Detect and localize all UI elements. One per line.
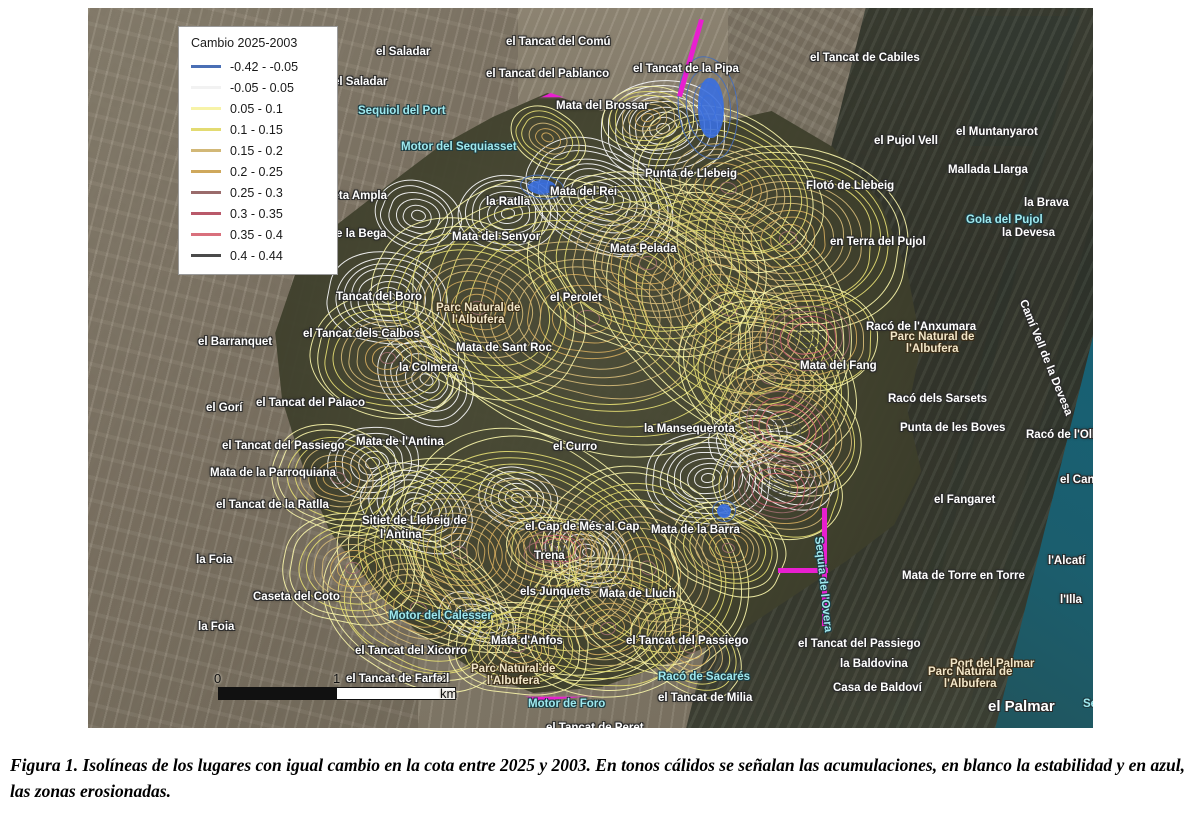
legend-swatch: [191, 254, 221, 257]
legend-swatch: [191, 65, 221, 68]
legend-label: 0.25 - 0.3: [230, 185, 283, 200]
legend-swatch: [191, 107, 221, 110]
map-figure[interactable]: el Tancat del Comú el Saladar el Tancat de…: [88, 8, 1093, 728]
legend-label: -0.42 - -0.05: [230, 59, 299, 74]
legend-title: Cambio 2025-2003: [191, 36, 298, 50]
legend-label: 0.05 - 0.1: [230, 101, 283, 116]
scale-bar-graphic: [218, 687, 456, 700]
legend-row[interactable]: 0.4 - 0.44: [191, 245, 327, 266]
legend-swatch: [191, 86, 221, 89]
legend-row[interactable]: 0.2 - 0.25: [191, 161, 327, 182]
legend-rows: -0.42 - -0.05 -0.05 - 0.05 0.05 - 0.1 0.1 -…: [191, 56, 327, 266]
legend-label: 0.1 - 0.15: [230, 122, 283, 137]
legend-row[interactable]: -0.05 - 0.05: [191, 77, 327, 98]
scale-bar-ticks: 0 1 2 km: [214, 671, 457, 701]
scale-seg-1: [219, 688, 337, 699]
boundary-channel-1: [822, 508, 827, 626]
legend-row[interactable]: 0.15 - 0.2: [191, 140, 327, 161]
legend-swatch: [191, 170, 221, 173]
scale-tick-0: 0: [214, 671, 222, 686]
figure-caption: Figura 1. Isolíneas de los lugares con i…: [10, 755, 1186, 802]
legend-row[interactable]: -0.42 - -0.05: [191, 56, 327, 77]
legend-label: 0.4 - 0.44: [230, 248, 283, 263]
scale-bar: 0 1 2 km: [214, 671, 457, 701]
legend-row[interactable]: 0.25 - 0.3: [191, 182, 327, 203]
erosion-patch-north: [698, 78, 724, 138]
legend-row[interactable]: 0.35 - 0.4: [191, 224, 327, 245]
legend-swatch: [191, 212, 221, 215]
legend-row[interactable]: 0.1 - 0.15: [191, 119, 327, 140]
legend-row[interactable]: 0.05 - 0.1: [191, 98, 327, 119]
legend-label: -0.05 - 0.05: [230, 80, 294, 95]
legend-swatch: [191, 191, 221, 194]
legend-label: 0.2 - 0.25: [230, 164, 283, 179]
legend-label: 0.35 - 0.4: [230, 227, 283, 242]
scale-seg-2: [337, 688, 455, 699]
legend-swatch: [191, 149, 221, 152]
legend-swatch: [191, 233, 221, 236]
boundary-channel-2: [778, 568, 828, 573]
erosion-patch-mata-del-rei: [528, 180, 556, 194]
map-legend[interactable]: Cambio 2025-2003 -0.42 - -0.05 -0.05 - 0.…: [178, 26, 338, 275]
scale-tick-2: 2 km: [440, 671, 458, 701]
legend-row[interactable]: 0.3 - 0.35: [191, 203, 327, 224]
legend-swatch: [191, 128, 221, 131]
legend-label: 0.15 - 0.2: [230, 143, 283, 158]
legend-label: 0.3 - 0.35: [230, 206, 283, 221]
erosion-patch-mata-de-la-barra: [717, 504, 731, 518]
scale-tick-1: 1: [333, 671, 341, 686]
